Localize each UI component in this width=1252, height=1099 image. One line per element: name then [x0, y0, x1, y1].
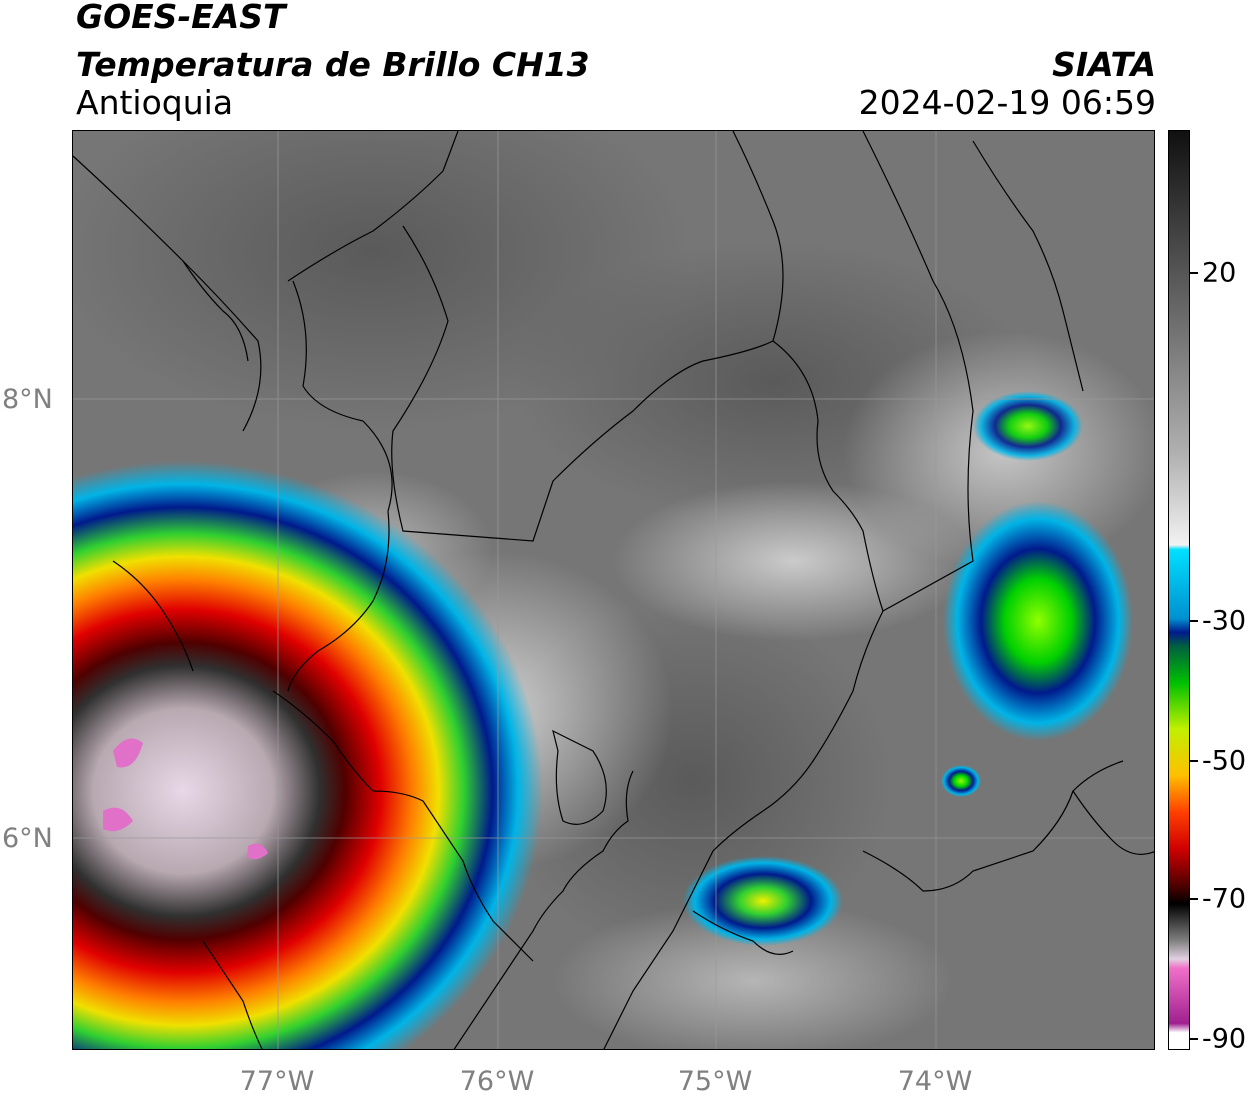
colorbar-tick-minus70	[1190, 898, 1198, 900]
title-satellite: GOES-EAST	[76, 0, 286, 36]
colorbar-label-minus70: -70	[1202, 883, 1247, 915]
colorbar-label-minus90: -90	[1202, 1023, 1247, 1055]
lon-label-77w: 77°W	[239, 1066, 315, 1097]
colorbar-label-minus50: -50	[1202, 745, 1247, 777]
cloud-haze-south	[553, 901, 953, 1049]
boundaries	[73, 131, 1154, 1049]
region-label: Antioquia	[76, 83, 234, 122]
colorbar-label-minus30: -30	[1202, 605, 1247, 637]
coldest-tops-west-2	[103, 807, 133, 832]
graticule	[73, 131, 1154, 1049]
coldest-tops-west-3	[247, 843, 268, 860]
lon-label-75w: 75°W	[677, 1066, 753, 1097]
lat-label-8n: 8°N	[2, 384, 53, 415]
colorbar-tick-minus50	[1190, 760, 1198, 762]
brightness-temperature-map	[72, 130, 1155, 1050]
colorbar-tick-20	[1190, 272, 1198, 274]
timestamp-label: 2024-02-19 06:59	[858, 83, 1156, 122]
colorbar	[1168, 130, 1190, 1050]
lat-label-6n: 6°N	[2, 823, 53, 854]
lon-label-76w: 76°W	[459, 1066, 535, 1097]
convective-cell-northeast	[973, 391, 1083, 461]
convective-cell-south	[683, 856, 843, 946]
colorbar-tick-minus90	[1190, 1038, 1198, 1040]
colorbar-tick-minus30	[1190, 620, 1198, 622]
convective-system-west	[73, 461, 543, 1049]
convective-cell-small	[941, 765, 981, 797]
lon-label-74w: 74°W	[897, 1066, 973, 1097]
colorbar-label-20: 20	[1202, 257, 1237, 289]
coldest-tops-west	[113, 738, 143, 768]
organization-label: SIATA	[1052, 45, 1156, 84]
convective-cell-east	[943, 501, 1133, 741]
title-product: Temperatura de Brillo CH13	[76, 45, 590, 84]
